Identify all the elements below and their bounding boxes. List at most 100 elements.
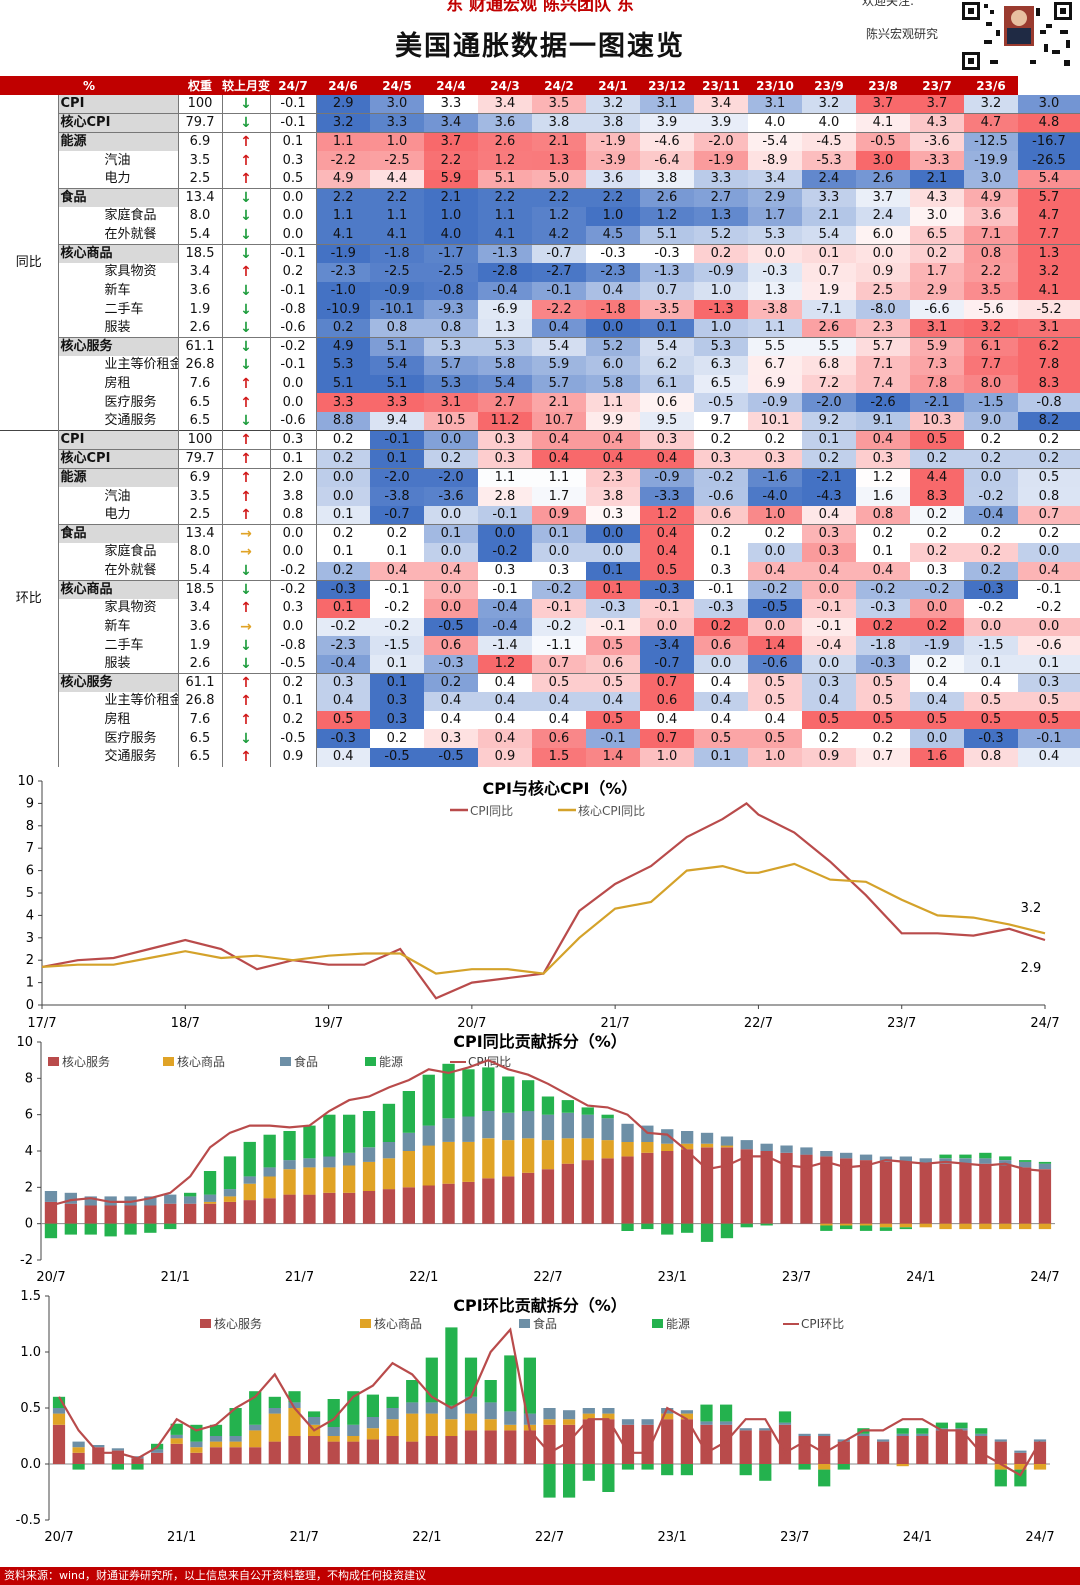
value-cell: 9.4 [370,412,424,431]
table-row: 核心CPI 79.7 ↓ -0.1 3.2 3.3 3.4 3.6 3.8 3.8 3.9 3.9 4.… [0,113,1080,133]
value-cell: 0.3 [748,449,802,469]
weight-cell: 6.5 [178,412,223,431]
bar-segment [1033,1439,1047,1442]
value-cell: 0.2 [910,449,964,469]
value-cell: -1.5 [964,636,1018,655]
arrow-down-icon: ↓ [222,225,271,245]
bar-segment [602,1408,615,1414]
bar-segment [464,1396,478,1414]
arrow-up-icon: ↑ [222,505,271,525]
value-cell: 3.2 [964,318,1018,338]
arrow-up-icon: ↑ [222,393,271,412]
value-cell: 0.8 [964,243,1018,263]
value-cell: -1.9 [586,132,640,152]
chart-yoy-contribution: -2 0 2 4 6 8 10 20/7 21/1 21/7 22/1 22/7 23/1 23/7 24/… [0,1032,1080,1287]
bar-segment [268,1408,281,1414]
bar-segment [523,1357,536,1414]
qr-code-icon[interactable] [960,0,1075,72]
legend-swatch [163,1057,174,1066]
value-cell: 0.1 [856,543,910,562]
value-cell: -0.9 [370,281,424,301]
value-cell: -0.3 [586,243,640,263]
y-tick-label: 5 [26,886,34,901]
value-cell: 1.0 [370,132,424,152]
bar-segment [979,1163,992,1224]
bar-segment [935,1422,948,1429]
value-cell: 0.2 [856,524,910,544]
row-label: 服装 [58,318,179,338]
x-tick-label: 23/1 [658,1530,687,1545]
value-cell: 3.0 [370,95,424,114]
bar-segment [243,1200,256,1224]
arrow-up-icon: ↑ [222,487,271,506]
value-cell: 5.4 [532,337,586,357]
value-cell: 2.9 [316,95,370,114]
value-cell: -0.3 [856,599,910,618]
bar-segment [347,1436,360,1442]
bar-segment [541,1114,555,1141]
value-cell: 7.4 [856,374,910,394]
value-cell: 0.4 [316,692,370,711]
bar-segment [308,1436,321,1464]
bar-segment [700,1424,713,1464]
row-label: 在外就餐 [58,225,179,245]
value-cell: -0.1 [586,617,640,637]
bar-segment [52,1408,66,1414]
y-tick-label: 3 [26,931,34,946]
bar-segment [184,1203,197,1224]
value-cell: -0.2 [964,487,1018,506]
value-cell: -0.4 [478,617,532,637]
arrow-up-icon: ↑ [222,430,271,450]
bar-segment [896,1464,909,1467]
change-cell: 0.2 [270,710,317,730]
change-cell: 3.8 [270,487,317,506]
value-cell: -5.3 [802,151,856,170]
value-cell: -3.6 [910,132,964,152]
value-cell: 0.0 [316,468,370,488]
value-cell: 3.9 [640,113,694,133]
value-cell: 5.9 [424,169,478,189]
table-row: 汽油 3.5 ↑ 0.3 -2.2 -2.5 2.2 1.2 1.3 -3.9 -6.4 -1.9 -8… [0,151,1080,170]
bar-segment [84,1196,97,1206]
bar-segment [959,1154,972,1159]
change-cell: -0.1 [270,95,317,114]
table-row: 医疗服务 6.5 ↓ -0.5 -0.3 0.2 0.3 0.4 0.6 -0.1 0.7 0.5 0.… [0,729,1080,748]
change-cell: 0.0 [270,393,317,412]
y-tick-label: 2 [25,1180,33,1195]
arrow-up-icon: ↑ [222,599,271,618]
value-cell: -0.7 [532,243,586,263]
bar-segment [303,1167,316,1195]
bar-segment [581,1107,594,1115]
bar-segment [975,1433,988,1436]
value-cell: 2.9 [748,188,802,208]
column-header: 23/7 [910,76,964,95]
value-cell: 0.4 [586,430,640,450]
weight-cell: 2.5 [178,169,223,189]
value-cell: 1.1 [478,207,532,226]
bar-segment [502,1140,515,1177]
bar-segment [740,1223,753,1228]
value-cell: 0.5 [316,710,370,730]
chart-title: CPI与核心CPI（%） [483,779,638,798]
value-cell: 3.8 [532,113,586,133]
weight-cell: 6.9 [178,132,223,152]
bar-segment [700,1143,714,1148]
bar-segment [44,1201,58,1224]
bar-segment [720,1424,733,1464]
value-cell: -0.5 [694,393,748,412]
bar-segment [522,1111,535,1139]
value-cell: 7.7 [964,356,1018,375]
bar-segment [327,1427,340,1436]
value-cell: 6.1 [640,374,694,394]
value-cell: 0.2 [910,617,964,637]
value-cell: 4.1 [856,113,910,133]
table-row: 能源 6.9 ↑ 0.1 1.1 1.0 3.7 2.6 2.1 -1.9 -4.6 -2.0 -5.4… [0,132,1080,152]
bar-segment [111,1448,124,1451]
value-cell: 2.7 [478,393,532,412]
bar-segment [621,1223,634,1231]
bar-segment [425,1436,438,1464]
value-cell: 5.5 [802,337,856,357]
value-cell: 0.8 [856,505,910,525]
arrow-right-icon: → [222,543,271,562]
value-cell: 5.0 [532,169,586,189]
